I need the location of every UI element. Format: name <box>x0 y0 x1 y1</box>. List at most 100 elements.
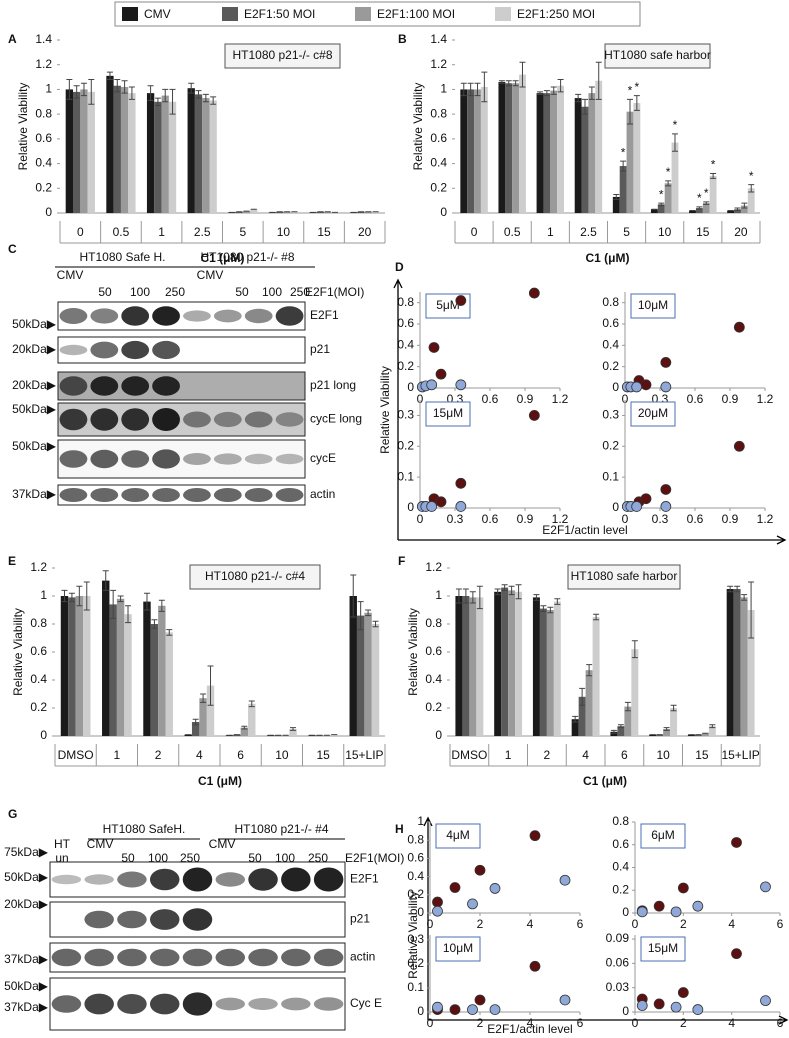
y-tick-label: 0 <box>417 905 424 919</box>
bar <box>709 175 717 213</box>
error-bar <box>748 184 755 193</box>
blot-band <box>121 450 150 468</box>
bar <box>612 196 620 213</box>
blot-band <box>244 411 273 428</box>
blot-band <box>121 340 150 360</box>
y-tick-label: 1 <box>40 588 47 602</box>
x-tick-label: 5 <box>239 225 246 239</box>
x-tick-label: 15 <box>316 748 330 762</box>
lane-label: 250 <box>290 285 310 299</box>
error-bar <box>469 591 476 604</box>
bar <box>619 166 627 213</box>
y-axis-label: Relative Viability <box>11 608 25 696</box>
bar <box>610 731 618 736</box>
significance-star: * <box>659 187 664 201</box>
bar <box>161 95 169 213</box>
point <box>733 440 745 452</box>
y-axis-label: Relative Viability <box>406 891 420 979</box>
x-axis-label: C1 (μM) <box>585 251 629 265</box>
x-tick-label: 0.6 <box>687 392 704 406</box>
blot-band <box>313 867 344 892</box>
x-tick-label: 2.5 <box>194 225 211 239</box>
error-bar <box>462 588 469 604</box>
panel-letter: G <box>8 807 17 821</box>
point <box>559 994 571 1006</box>
blot-band <box>51 874 82 885</box>
row-label: p21 <box>310 342 330 356</box>
x-tick-label: 0.3 <box>447 512 464 526</box>
error-bar <box>365 609 372 617</box>
error-bar <box>106 71 113 81</box>
blot-band <box>213 453 242 465</box>
bar <box>480 86 488 213</box>
y-tick-label: 0.4 <box>30 672 47 686</box>
x-axis-label: E2F1/actin level <box>542 523 627 537</box>
bar <box>740 597 748 736</box>
bar <box>624 706 632 736</box>
x-tick-label: 1.2 <box>757 392 774 406</box>
bar <box>595 80 603 214</box>
bar <box>240 727 249 736</box>
x-tick-label: 15+LIP <box>345 748 383 762</box>
bar <box>727 210 735 213</box>
lane-label: 100 <box>130 285 150 299</box>
blot-band <box>117 994 147 1014</box>
point <box>455 477 467 489</box>
bar <box>585 670 593 736</box>
lane-label: CMV <box>57 268 84 282</box>
bar <box>330 734 338 736</box>
x-tick-label: 10 <box>658 225 672 239</box>
y-tick-label: 0 <box>417 1004 424 1018</box>
point <box>474 994 486 1006</box>
panel-letter: H <box>395 822 404 836</box>
bar <box>469 597 477 736</box>
blot-band <box>117 910 147 929</box>
error-bar <box>248 700 255 708</box>
x-tick-label: 0 <box>632 1016 639 1030</box>
point <box>455 295 467 306</box>
bar <box>467 89 475 213</box>
blot-band <box>183 453 211 465</box>
panel-letter: D <box>395 260 404 274</box>
annotation: HT1080 safe harbor <box>571 569 678 583</box>
bar <box>206 685 215 736</box>
blot-band <box>248 868 278 891</box>
y-tick-label: 0.3 <box>602 408 619 422</box>
x-tick-label: 4 <box>196 748 203 762</box>
annotation-box <box>189 564 321 590</box>
significance-star: * <box>621 145 626 159</box>
blot-band <box>182 948 213 967</box>
blot-band <box>90 488 119 502</box>
point <box>467 1004 478 1015</box>
bar <box>120 86 129 213</box>
bar <box>557 85 565 213</box>
point <box>733 321 745 333</box>
error-bar <box>66 79 73 100</box>
point <box>670 906 682 918</box>
y-tick-label: 0.6 <box>30 644 47 658</box>
group-label: HT1080 SafeH. <box>103 822 186 836</box>
bar <box>202 98 210 213</box>
error-bar <box>734 585 741 593</box>
blot-band <box>183 310 211 322</box>
y-tick-label: 0 <box>622 905 629 919</box>
error-bar <box>290 727 297 731</box>
blot-band <box>275 488 304 502</box>
y-tick-label: 0.6 <box>602 316 619 330</box>
point <box>692 900 704 912</box>
bar <box>574 98 582 213</box>
y-tick-label: 0.1 <box>407 980 424 994</box>
point <box>653 900 665 912</box>
blot-band <box>121 376 150 396</box>
point <box>677 882 689 894</box>
bar <box>536 93 544 213</box>
lane-label: 50 <box>235 285 249 299</box>
x-tick-label: 0 <box>632 917 639 931</box>
blot-band <box>149 993 180 1015</box>
blot-band <box>152 340 180 360</box>
blot-band <box>51 995 82 1013</box>
error-bar <box>624 701 631 712</box>
bar <box>106 75 114 213</box>
y-tick-label: 0.09 <box>606 931 630 945</box>
blot-band <box>152 407 180 432</box>
